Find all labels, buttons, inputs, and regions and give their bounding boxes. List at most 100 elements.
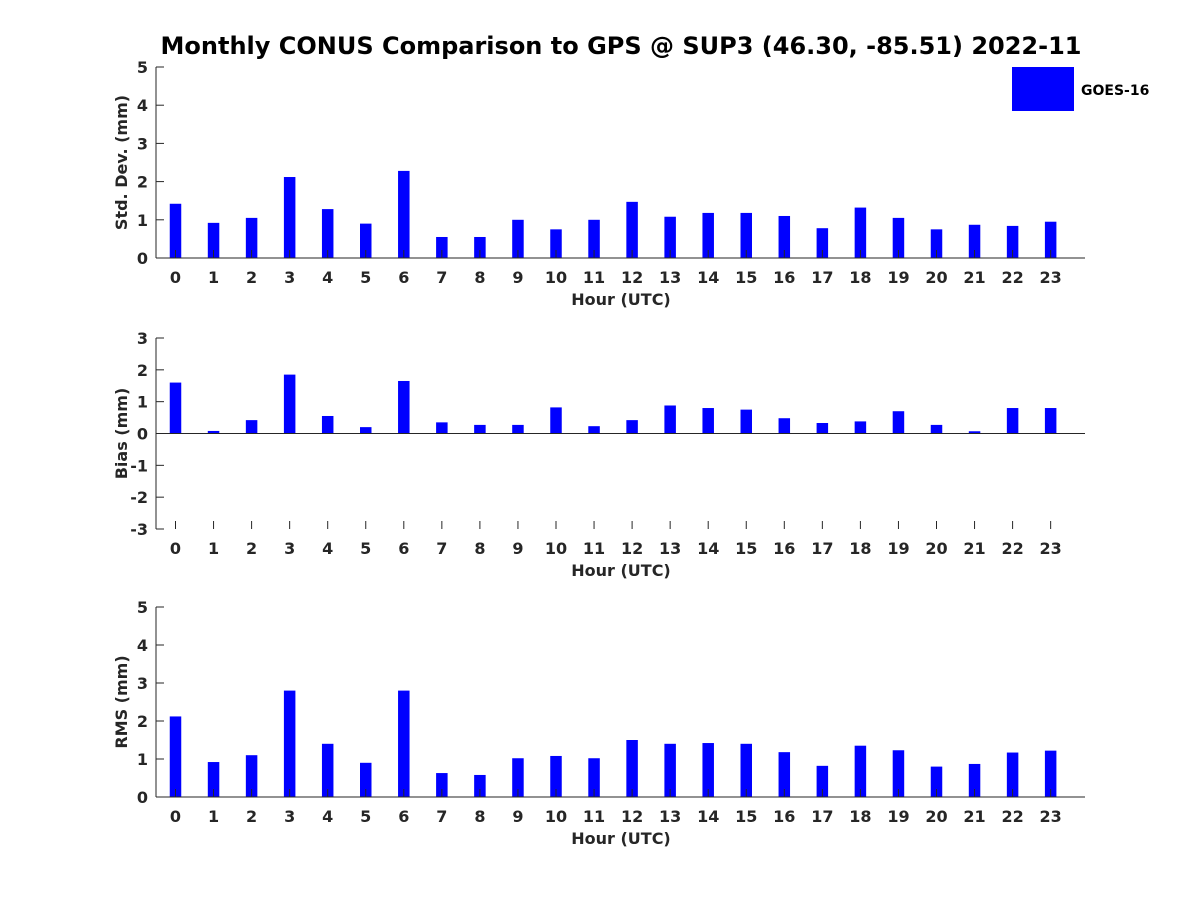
- y-axis-label: Std. Dev. (mm): [112, 95, 131, 230]
- bar: [1044, 750, 1057, 797]
- x-tick-label: 16: [773, 268, 795, 287]
- bar: [283, 690, 296, 797]
- x-tick-label: 13: [659, 268, 681, 287]
- bar: [702, 408, 714, 434]
- bar: [1044, 221, 1057, 258]
- x-tick-label: 22: [1001, 539, 1023, 558]
- chart-title: Monthly CONUS Comparison to GPS @ SUP3 (…: [161, 32, 1082, 60]
- bar: [892, 750, 905, 797]
- bar: [512, 219, 524, 258]
- x-tick-label: 0: [170, 539, 181, 558]
- x-tick-label: 21: [963, 268, 985, 287]
- bar: [360, 762, 372, 797]
- bar: [1006, 752, 1019, 797]
- bar: [550, 407, 562, 434]
- x-tick-label: 5: [360, 807, 371, 826]
- x-tick-label: 21: [963, 807, 985, 826]
- x-tick-label: 6: [398, 268, 409, 287]
- x-tick-label: 6: [398, 539, 409, 558]
- bar: [854, 421, 867, 434]
- x-tick-label: 19: [887, 268, 909, 287]
- bar: [854, 745, 867, 797]
- x-tick-label: 7: [436, 268, 447, 287]
- x-tick-label: 20: [925, 268, 947, 287]
- x-tick-label: 11: [583, 807, 605, 826]
- bar: [626, 740, 638, 797]
- bar: [474, 424, 486, 434]
- x-tick-label: 10: [545, 268, 567, 287]
- x-tick-label: 17: [811, 807, 833, 826]
- y-tick-label: 1: [137, 211, 148, 230]
- x-tick-label: 2: [246, 807, 257, 826]
- bar: [512, 758, 524, 797]
- x-axis-label: Hour (UTC): [571, 290, 671, 309]
- bar: [169, 382, 182, 434]
- x-tick-label: 10: [545, 807, 567, 826]
- bar: [245, 420, 258, 434]
- x-tick-label: 18: [849, 539, 871, 558]
- y-tick-label: 2: [137, 361, 148, 380]
- bar: [930, 229, 943, 258]
- bar: [778, 215, 791, 258]
- x-tick-label: 16: [773, 807, 795, 826]
- y-tick-label: 0: [137, 788, 148, 807]
- bar: [968, 224, 981, 258]
- legend-label: GOES-16: [1081, 83, 1149, 99]
- y-tick-label: 2: [137, 712, 148, 731]
- x-tick-label: 19: [887, 539, 909, 558]
- x-tick-label: 12: [621, 268, 643, 287]
- x-tick-label: 9: [512, 539, 523, 558]
- x-tick-label: 18: [849, 268, 871, 287]
- x-tick-label: 2: [246, 539, 257, 558]
- y-tick-label: -1: [130, 456, 148, 475]
- x-tick-label: 21: [963, 539, 985, 558]
- x-tick-label: 3: [284, 268, 295, 287]
- bar: [892, 411, 905, 434]
- bar: [207, 430, 220, 434]
- bar: [1006, 225, 1019, 258]
- bar: [321, 743, 334, 797]
- x-tick-label: 6: [398, 807, 409, 826]
- bar: [740, 743, 752, 797]
- y-tick-label: 4: [137, 96, 148, 115]
- bar: [550, 229, 562, 258]
- x-tick-label: 12: [621, 807, 643, 826]
- x-tick-label: 4: [322, 268, 333, 287]
- y-tick-label: 0: [137, 249, 148, 268]
- x-axis-label: Hour (UTC): [571, 829, 671, 848]
- x-tick-label: 20: [925, 539, 947, 558]
- x-tick-label: 9: [512, 268, 523, 287]
- bar: [436, 236, 448, 258]
- bar: [169, 203, 182, 258]
- bar: [968, 431, 981, 434]
- bar: [436, 422, 448, 434]
- x-tick-label: 22: [1001, 807, 1023, 826]
- x-tick-label: 13: [659, 539, 681, 558]
- x-tick-label: 19: [887, 807, 909, 826]
- y-axis-label: RMS (mm): [112, 655, 131, 748]
- bar: [664, 743, 676, 797]
- x-axis-label: Hour (UTC): [571, 561, 671, 580]
- bar: [930, 424, 943, 434]
- bar: [398, 170, 410, 258]
- bar: [398, 690, 410, 797]
- y-tick-label: -2: [130, 488, 148, 507]
- bar: [854, 207, 867, 258]
- bar: [740, 409, 752, 434]
- x-tick-label: 3: [284, 539, 295, 558]
- bar: [778, 752, 791, 797]
- bar: [588, 758, 600, 797]
- x-tick-label: 8: [474, 539, 485, 558]
- x-tick-label: 23: [1040, 539, 1062, 558]
- y-tick-label: 0: [137, 425, 148, 444]
- bar: [816, 765, 829, 797]
- x-tick-label: 7: [436, 539, 447, 558]
- y-axis-label: Bias (mm): [112, 388, 131, 480]
- bar: [550, 755, 562, 797]
- y-tick-label: -3: [130, 520, 148, 539]
- x-tick-label: 1: [208, 539, 219, 558]
- x-tick-label: 4: [322, 539, 333, 558]
- y-tick-label: 3: [137, 674, 148, 693]
- x-tick-label: 23: [1040, 268, 1062, 287]
